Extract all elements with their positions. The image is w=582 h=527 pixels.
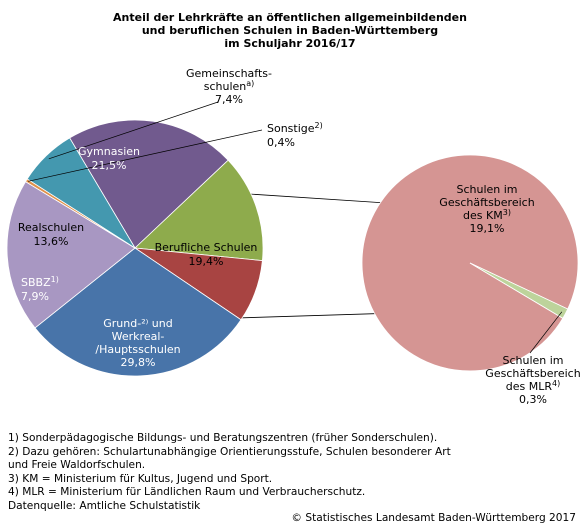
footnote-2: 2) Dazu gehören: Schulartunabhängige Ori… — [8, 445, 451, 458]
leader-lines — [28, 101, 563, 354]
label-schulen-mlr: Schulen im Geschäftsbereich des MLR4) 0,3% — [485, 354, 580, 406]
data-source: Datenquelle: Amtliche Schulstatistik — [8, 499, 201, 512]
footnote-3: 3) KM = Ministerium für Kultus, Jugend u… — [8, 472, 273, 485]
leader-sonstige — [28, 129, 263, 182]
footnote-1: 1) Sonderpädagogische Bildungs- und Bera… — [8, 432, 438, 444]
label-realschulen: Realschulen 13,6% — [18, 221, 84, 248]
footnote-2-cont: und Freie Waldorfschulen. — [8, 459, 146, 472]
main-pie — [6, 119, 264, 377]
slice-labels: Gymnasien 21,5% Realschulen 13,6% SBBZ1) 7,9%… — [18, 67, 581, 406]
footnote-4: 4) MLR = Ministerium für Ländlichen Raum… — [8, 486, 366, 499]
label-schulen-km: Schulen im Geschäftsbereich des KM3) 19,1% — [439, 183, 534, 235]
leader-schulen-mlr — [529, 311, 563, 354]
pie-slice-berufliche-schulen — [6, 181, 136, 329]
label-grund-werkreal-hauptschulen: Grund-²⁾ und Werkreal-/Hauptsschulen 29,8% — [95, 317, 180, 369]
label-sbbz: SBBZ1) 7,9% — [21, 275, 59, 304]
detail-slice-mlr — [469, 262, 569, 319]
chart-title-line-3: im Schuljahr 2016/17 — [224, 37, 355, 50]
copyright: © Statistisches Landesamt Baden-Württemb… — [291, 512, 576, 524]
pie-slice-realschulen — [134, 159, 264, 262]
pie-slice-gymnasien — [69, 119, 229, 249]
chart-title: Anteil der Lehrkräfte an öffentlichen al… — [113, 11, 467, 50]
chart-title-line-2: und beruflichen Schulen in Baden-Württem… — [142, 24, 438, 37]
detail-pie-berufliche-schulen — [361, 154, 579, 372]
label-gymnasien: Gymnasien 21,5% — [78, 145, 140, 172]
leader-gemeinschaftsschulen — [48, 101, 219, 160]
chart-title-line-1: Anteil der Lehrkräfte an öffentlichen al… — [113, 11, 467, 24]
label-gemeinschaftsschulen: Gemeinschafts-schulena) 7,4% — [186, 67, 272, 106]
pie-slice-grund-und — [34, 247, 242, 377]
label-sonstige: Sonstige2) 0,4% — [267, 121, 323, 150]
pie-slice-gemeinschafts — [26, 137, 136, 249]
label-berufliche-schulen: Berufliche Schulen 19,4% — [155, 241, 258, 268]
footnotes: 1) Sonderpädagogische Bildungs- und Bera… — [8, 432, 578, 514]
